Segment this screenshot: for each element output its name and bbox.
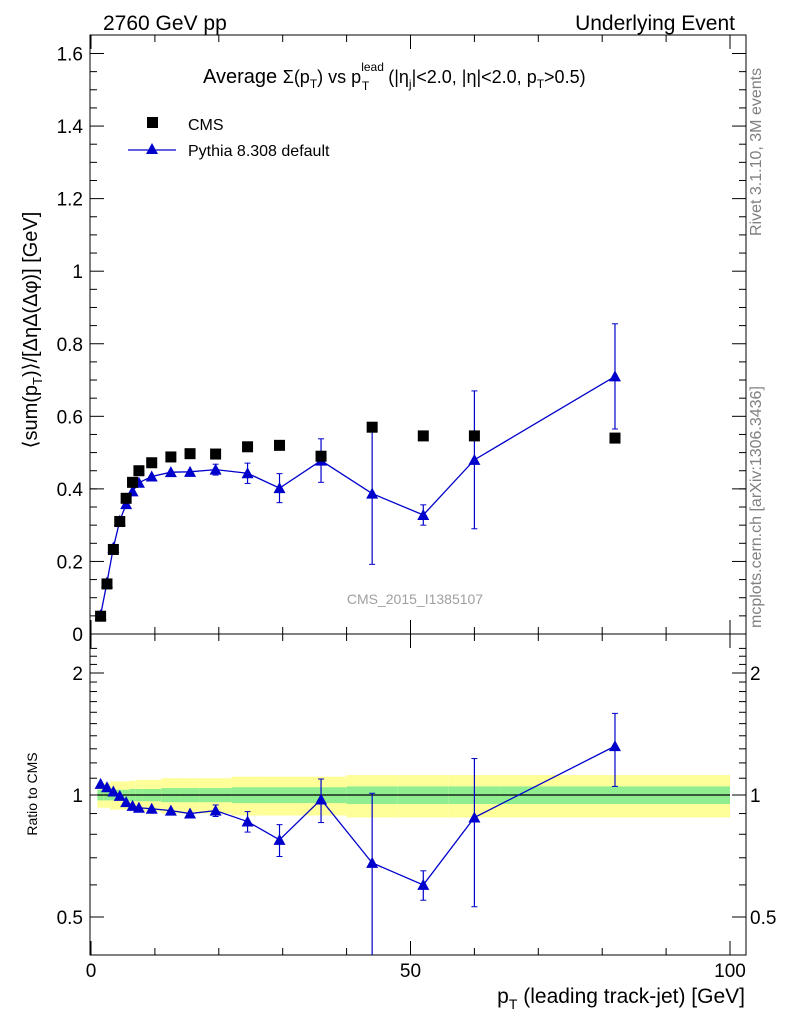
ratio-point (273, 833, 286, 845)
rivet-label: Rivet 3.1.10, 3M events (748, 68, 765, 236)
main-panel: 0 0.2 0.4 0.6 0.8 1 1.2 1.4 1.6 (57, 34, 747, 646)
legend-pythia-marker (146, 143, 158, 154)
ratio-point (107, 785, 120, 797)
x-axis-label: pT (leading track-jet) [GeV] (497, 985, 745, 1012)
main-y-tick-label: 1 (72, 262, 83, 283)
ratio-point (132, 801, 145, 813)
ratio-point (315, 793, 328, 805)
legend-cms-marker (147, 117, 158, 128)
main-y-tick-label: 0.2 (57, 552, 83, 573)
pythia-series-line (99, 375, 616, 616)
cms-point (146, 457, 158, 469)
cms-point (184, 448, 196, 460)
main-y-tick-label: 1.4 (57, 117, 84, 138)
cms-point (274, 439, 286, 451)
cms-point (417, 430, 429, 442)
ratio-y-tick-label-right: 2 (750, 664, 761, 685)
cms-point (165, 451, 177, 463)
main-title: Average Σ(pT) vs plead T (|ηj|<2.0, |η|<2… (203, 60, 586, 93)
ratio-point (417, 878, 430, 890)
x-tick-label: 0 (86, 961, 97, 982)
ratio-point (100, 781, 113, 793)
watermark: CMS_2015_I1385107 (347, 591, 483, 607)
ratio-point (94, 777, 107, 789)
main-y-tick-label: 1.6 (57, 45, 83, 66)
pythia-point (241, 467, 254, 479)
x-tick-label: 50 (400, 961, 421, 982)
ratio-y-tick-label-right: 0.5 (750, 908, 776, 929)
pythia-point (209, 463, 222, 475)
legend: CMS Pythia 8.308 default (128, 117, 330, 160)
ratio-point (120, 796, 133, 808)
header-left: 2760 GeV pp (103, 12, 227, 35)
main-y-axis-label: ⟨sum(pT)⟩/[ΔηΔ(Δφ)] [GeV] (20, 212, 45, 449)
cms-point (95, 610, 107, 622)
cms-point (114, 516, 126, 528)
cms-point (127, 476, 139, 488)
header-right: Underlying Event (575, 12, 735, 35)
cms-point (468, 430, 480, 442)
ratio-point (608, 740, 621, 752)
main-y-tick-label: 0.4 (57, 480, 84, 501)
ratio-point (184, 807, 197, 819)
pythia-point (417, 508, 430, 520)
ratio-y-axis-label: Ratio to CMS (24, 752, 40, 835)
pythia-point (184, 465, 197, 477)
legend-pythia-label: Pythia 8.308 default (188, 143, 330, 160)
cms-point (210, 448, 222, 460)
legend-cms-label: CMS (188, 117, 224, 134)
ratio-y-tick-label: 0.5 (57, 908, 83, 929)
ratio-point (366, 856, 379, 868)
pythia-point (468, 453, 481, 465)
cms-point (133, 465, 145, 477)
cms-point (366, 421, 378, 433)
ratio-point (164, 804, 177, 816)
ratio-point (241, 815, 254, 827)
ratio-point (145, 802, 158, 814)
main-y-tick-label: 0.8 (57, 335, 83, 356)
main-y-tick-label: 0 (72, 625, 83, 646)
main-y-tick-label: 1.2 (57, 190, 83, 211)
pythia-point (366, 487, 379, 499)
mcplots-label: mcplots.cern.ch [arXiv:1306.3436] (748, 386, 765, 628)
cms-point (101, 578, 113, 590)
main-y-tick-label: 0.6 (57, 407, 83, 428)
ratio-point (468, 811, 481, 823)
ratio-y-tick-label: 1 (72, 786, 83, 807)
cms-point (315, 450, 327, 462)
pythia-point (608, 370, 621, 382)
ratio-point (113, 789, 126, 801)
ratio-point (209, 804, 222, 816)
cms-point (120, 492, 132, 504)
cms-point (242, 441, 254, 453)
cms-point (609, 432, 621, 444)
x-tick-label: 100 (714, 961, 746, 982)
pythia-point (164, 466, 177, 478)
ratio-y-tick-label-right: 1 (750, 786, 761, 807)
pythia-point (145, 470, 158, 482)
pythia-point (273, 482, 286, 494)
ratio-y-tick-label: 2 (72, 664, 83, 685)
ratio-panel: 0.5 0.5 1 1 2 2 0 50 100 (57, 633, 776, 982)
cms-point (107, 543, 119, 555)
